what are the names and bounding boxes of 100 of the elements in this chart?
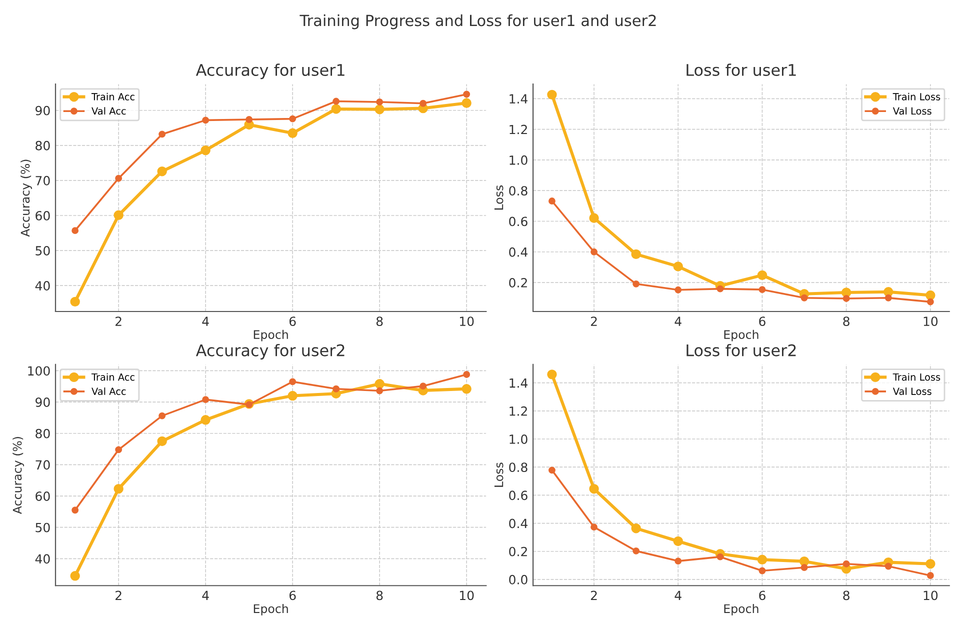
point [926,558,936,569]
point [331,104,341,114]
point [202,396,210,404]
y-tick-label: 70 [36,460,50,470]
y-tick-label: 0.2 [509,546,527,556]
x-tick-label: 6 [289,590,296,600]
chart-title: Loss for user2 [686,344,796,356]
y-axis-title: Loss [494,462,504,487]
point [158,130,166,138]
x-axis-title: Epoch [254,330,288,342]
point [926,572,934,579]
point [200,415,210,425]
point [157,436,167,446]
x-tick-label: 6 [759,316,766,326]
point [758,567,766,574]
chart-title: Accuracy for user1 [196,64,344,80]
legend-label: Train Loss [892,373,940,381]
point [462,98,472,108]
x-tick-label: 2 [590,316,597,326]
point [114,484,124,494]
point [288,128,298,138]
point [114,210,124,220]
point [800,564,808,571]
y-axis-title: Accuracy (%) [20,160,32,237]
x-tick-label: 10 [460,590,474,600]
x-tick-label: 2 [116,590,122,600]
point [757,270,768,280]
point [589,484,599,494]
chart-title: Loss for user1 [686,64,796,76]
point [757,554,768,565]
point [842,295,850,302]
point [632,547,640,554]
point [374,379,384,389]
y-tick-label: 90 [36,398,50,407]
point [631,523,641,534]
point [462,384,472,394]
y-tick-label: 90 [36,106,50,116]
legend-label: Train Acc [91,373,134,381]
point [202,116,210,124]
point [158,412,166,420]
point [200,145,210,156]
x-tick-label: 4 [674,316,682,326]
legend-label: Train Loss [892,92,940,100]
x-tick-label: 8 [843,316,850,326]
y-tick-label: 70 [36,176,50,186]
y-tick-label: 80 [36,140,50,150]
point [72,227,79,234]
legend-label: Val Acc [92,107,126,115]
x-tick-label: 2 [116,316,122,326]
point [716,553,724,560]
point [548,466,556,474]
y-tick-label: 1.4 [510,94,528,104]
x-tick-label: 10 [924,590,938,600]
y-tick-label: 0.0 [509,574,528,584]
y-tick-label: 1.4 [510,378,528,388]
x-tick-label: 4 [674,590,682,600]
x-tick-label: 8 [376,316,383,326]
point [758,286,766,294]
x-tick-label: 4 [202,316,209,326]
x-tick-label: 2 [590,590,597,600]
point [842,560,850,568]
point [547,370,557,380]
point [926,298,934,306]
y-axis-title: Loss [494,185,504,210]
point [376,387,384,394]
x-tick-label: 10 [924,316,938,326]
y-tick-label: 0.8 [509,186,528,196]
point [376,98,384,106]
point [70,296,80,307]
y-tick-label: 60 [36,492,50,501]
point [157,166,167,176]
x-tick-label: 6 [289,316,296,326]
point [673,262,683,272]
y-tick-label: 40 [35,554,50,564]
y-tick-label: 40 [35,281,50,290]
point [631,249,641,260]
x-tick-label: 8 [843,590,850,600]
y-tick-label: 1.0 [510,434,528,444]
x-axis-title: Epoch [254,604,288,616]
chart-title: Accuracy for user2 [196,344,344,360]
legend-label: Val Loss [892,387,932,395]
legend-label: Val Loss [892,107,932,115]
y-tick-label: 0.8 [509,462,528,472]
point [72,506,79,514]
point [463,371,470,378]
x-tick-label: 4 [202,590,209,600]
point [632,280,640,288]
point [590,524,598,531]
y-tick-label: 0.4 [509,518,528,528]
point [589,213,599,223]
y-tick-label: 0.4 [509,247,528,257]
point [420,100,427,107]
legend-label: Val Acc [92,387,126,395]
y-tick-label: 60 [36,210,50,220]
point [547,90,557,100]
point [926,290,936,300]
x-axis-title: Epoch [724,604,758,616]
point [463,90,470,98]
text: Training Progress and Loss for user1 and user2 [300,14,656,30]
y-tick-label: 1.0 [510,155,528,165]
